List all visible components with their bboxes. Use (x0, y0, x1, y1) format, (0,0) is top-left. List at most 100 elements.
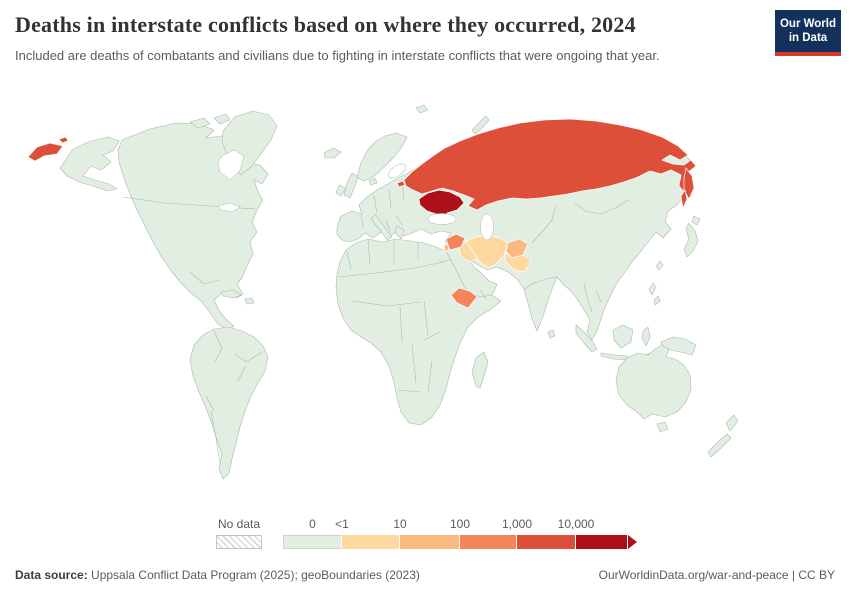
landmass-philippines[interactable] (653, 295, 661, 306)
border-europe (373, 195, 378, 214)
border-central-asia (531, 204, 557, 244)
landmass-arctic-island[interactable] (213, 113, 231, 125)
border-himalaya (523, 276, 557, 290)
landmass-new-zealand-south[interactable] (707, 433, 732, 458)
border-balkans (395, 214, 403, 226)
border-indochina (595, 289, 602, 303)
landmass-africa[interactable] (335, 238, 502, 426)
country-russia[interactable] (403, 118, 697, 211)
country-russia-chukotka-west[interactable] (27, 142, 64, 162)
hudson-bay (217, 149, 245, 181)
legend-bin-10[interactable] (400, 535, 460, 549)
footer-url-license[interactable]: OurWorldinData.org/war-and-peace | CC BY (598, 568, 835, 582)
legend-label: <1 (335, 517, 349, 531)
landmass-arctic-island[interactable] (189, 117, 211, 129)
country-syria[interactable] (445, 233, 466, 251)
border-mongolia (574, 199, 629, 215)
border-africa (346, 251, 352, 270)
border-africa (427, 360, 433, 392)
border-south-america (205, 395, 215, 412)
landmass-britain[interactable] (343, 172, 359, 199)
owid-logo[interactable]: Our World in Data (775, 10, 841, 56)
owid-logo-line1: Our World (779, 18, 836, 30)
border-africa (351, 300, 421, 307)
landmass-japan[interactable] (683, 222, 699, 258)
chart-subtitle: Included are deaths of combatants and ci… (15, 48, 660, 63)
border-south-america (213, 330, 223, 364)
owid-logo-box: Our World in Data (775, 10, 841, 52)
legend-bin-0[interactable] (283, 535, 342, 549)
border-africa (337, 261, 445, 278)
no-data-label: No data (217, 517, 261, 531)
landmass-hokkaido[interactable] (691, 215, 701, 226)
border-africa (423, 331, 441, 341)
landmass-java[interactable] (600, 352, 629, 361)
border-africa (423, 300, 429, 336)
no-data-swatch[interactable] (216, 535, 262, 549)
landmass-italy[interactable] (370, 214, 393, 241)
border-arabia (479, 289, 487, 300)
border-usa-mexico (189, 271, 220, 285)
black-sea (427, 213, 457, 225)
legend-bin-10,000[interactable] (576, 535, 628, 549)
border-south-america (234, 351, 263, 363)
landmass-ireland[interactable] (335, 184, 347, 197)
baltic-sea (388, 163, 406, 179)
landmass-alaska[interactable] (59, 136, 120, 192)
landmass-denmark[interactable] (368, 177, 378, 186)
legend-label: 0 (309, 517, 316, 531)
landmass-philippines[interactable] (648, 282, 657, 296)
landmass-borneo[interactable] (612, 324, 634, 349)
landmass-svalbard[interactable] (415, 104, 429, 114)
landmass-new-zealand-north[interactable] (725, 414, 739, 432)
landmass-hispaniola[interactable] (244, 297, 255, 305)
landmass-madagascar[interactable] (471, 351, 489, 389)
country-russia-kaliningrad[interactable] (396, 180, 406, 188)
legend-bin-<1[interactable] (342, 535, 400, 549)
legend-label: 10,000 (557, 517, 595, 531)
country-russia-chukotka-islet[interactable] (58, 136, 69, 144)
border-arabia (440, 258, 453, 263)
legend-label: 100 (449, 517, 471, 531)
landmass-australia[interactable] (615, 344, 692, 420)
border-europe (360, 213, 364, 228)
border-balkans (385, 219, 391, 232)
owid-logo-stripe (775, 51, 841, 56)
landmass-novaya-zemlya[interactable] (471, 115, 490, 135)
landmass-sulawesi[interactable] (641, 326, 651, 347)
border-andes (210, 410, 221, 464)
owid-logo-line2: in Data (788, 32, 828, 45)
country-yemen[interactable] (450, 287, 478, 309)
legend-label: 10 (393, 517, 407, 531)
legend-color-bar[interactable] (283, 535, 637, 549)
legend-bin-100[interactable] (460, 535, 517, 549)
landmass-taiwan[interactable] (655, 260, 664, 271)
border-myanmar (583, 283, 593, 313)
country-lebanon[interactable] (443, 242, 450, 253)
border-africa (397, 389, 421, 393)
data-source-label: Data source: (15, 568, 88, 582)
landmass-iceland[interactable] (323, 147, 342, 159)
landmass-cuba[interactable] (220, 289, 242, 299)
landmass-sumatra[interactable] (575, 324, 598, 353)
legend-arrow (628, 535, 637, 549)
border-europe (388, 188, 392, 209)
caspian-sea (480, 213, 494, 241)
legend-bin-1,000[interactable] (517, 535, 576, 549)
border-africa (399, 305, 403, 342)
landmass-scandinavia[interactable] (356, 132, 408, 182)
data-source-note: Data source: Uppsala Conflict Data Progr… (15, 568, 420, 582)
country-russia-kamchatka[interactable] (683, 167, 695, 200)
country-russia-sakhalin[interactable] (680, 189, 688, 209)
country-ukraine[interactable] (418, 189, 465, 221)
country-pakistan[interactable] (504, 252, 532, 273)
landmass-sri-lanka[interactable] (547, 329, 556, 339)
page-title: Deaths in interstate conflicts based on … (15, 12, 636, 37)
border-africa (367, 239, 371, 266)
landmass-greece[interactable] (394, 225, 405, 240)
great-lakes (217, 202, 241, 213)
landmass-tasmania[interactable] (656, 421, 669, 433)
landmass-south-america[interactable] (189, 326, 269, 480)
data-source-text: Uppsala Conflict Data Program (2025); ge… (87, 568, 420, 582)
